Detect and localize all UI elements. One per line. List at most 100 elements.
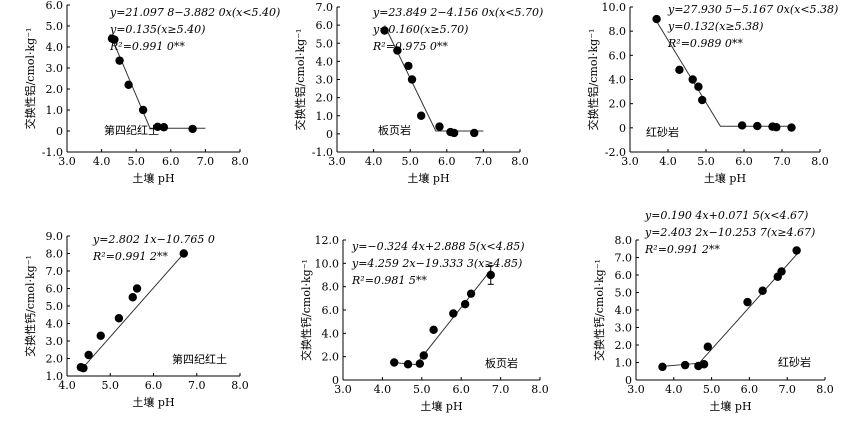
y-tick-label: 3.0 xyxy=(615,322,633,335)
fit-line xyxy=(79,253,185,372)
x-tick-label: 5.0 xyxy=(102,379,120,392)
data-point xyxy=(688,75,697,84)
regression-equation: y=4.259 2x−19.333 3(x≥4.85) xyxy=(351,257,522,270)
x-tick-label: 5.0 xyxy=(401,155,419,168)
y-tick-label: 9.0 xyxy=(46,230,64,243)
fit-line xyxy=(111,38,206,129)
y-tick-label: 8.0 xyxy=(322,281,340,294)
y-tick-label: 8.0 xyxy=(615,234,633,247)
x-tick-label: 8.0 xyxy=(511,155,529,168)
data-point xyxy=(699,360,709,369)
x-tick-label: 7.0 xyxy=(188,379,206,392)
x-tick-label: 8.0 xyxy=(811,155,829,168)
x-tick-label: 8.0 xyxy=(531,383,549,396)
data-point xyxy=(470,128,479,138)
y-tick-label: 4.0 xyxy=(46,41,64,54)
x-tick-label: 6.0 xyxy=(145,379,163,392)
data-point xyxy=(675,65,684,75)
x-tick-label: 4.0 xyxy=(365,155,383,168)
regression-equation: y=2.802 1x−10.765 0 xyxy=(92,233,215,246)
y-tick-label: 0 xyxy=(619,122,626,135)
regression-equation: y=27.930 5−5.167 0x(x<5.38) xyxy=(667,3,838,16)
data-point xyxy=(188,124,197,134)
x-tick-label: 5.0 xyxy=(697,155,715,168)
x-tick-label: 4.0 xyxy=(58,379,76,392)
y-tick-label: 2.0 xyxy=(46,83,64,96)
y-tick-label: 7.0 xyxy=(316,1,334,14)
x-tick-label: 7.0 xyxy=(475,155,493,168)
y-tick-label: 0 xyxy=(326,128,333,141)
data-point xyxy=(466,289,476,298)
y-tick-label: 1.0 xyxy=(46,370,64,383)
y-tick-label: 6.0 xyxy=(46,283,64,296)
y-tick-label: 2.0 xyxy=(46,353,64,366)
y-tick-label: 2.0 xyxy=(322,351,340,364)
data-point xyxy=(743,297,752,307)
data-point xyxy=(403,360,413,369)
data-point xyxy=(132,284,142,293)
data-point xyxy=(429,325,438,335)
y-tick-label: 4.0 xyxy=(316,55,334,68)
panel-label: 板页岩 xyxy=(378,123,411,137)
x-tick-label: 4.0 xyxy=(659,155,677,168)
data-point xyxy=(449,309,458,318)
data-point xyxy=(449,128,459,138)
y-tick-label: 6.0 xyxy=(615,269,633,282)
x-tick-label: 3.0 xyxy=(328,155,346,168)
y-tick-label: 0 xyxy=(625,374,632,387)
x-tick-label: 4.0 xyxy=(374,383,392,396)
panel-6-calcium-red-sandstone: 3.0 4.0 5.0 6.0 7.0 8.0 0 1.0 2.0 3.0 4.0 5.0 6.0 7.0… xyxy=(592,209,834,413)
y-axis-label: 交换性钙/cmol·kg⁻¹ xyxy=(592,259,606,361)
y-tick-label: 4.0 xyxy=(46,318,64,331)
regression-equation: y=23.849 2−4.156 0x(x<5.70) xyxy=(372,6,543,19)
x-tick-label: 4.0 xyxy=(93,155,111,168)
y-tick-label: 4.0 xyxy=(609,74,627,87)
regression-equation: y=2.403 2x−10.253 7(x≥4.67) xyxy=(644,226,815,239)
y-axis-label: 交换性铝/cmol·kg⁻¹ xyxy=(23,28,37,130)
regression-equation: y=0.135(x≥5.40) xyxy=(109,23,205,36)
regression-equation: y=21.097 8−3.882 0x(x<5.40) xyxy=(109,6,280,19)
y-tick-label: -1.0 xyxy=(312,146,333,159)
x-tick-label: 3.0 xyxy=(627,383,645,396)
panel-3-aluminum-red-sandstone: 3.0 4.0 5.0 6.0 7.0 8.0 -2.0 0 2.0 4.0 6.0 8.0 10.0 土… xyxy=(586,1,838,185)
panel-2-aluminum-slate-shale: 3.0 4.0 5.0 6.0 7.0 8.0 -1.0 0 1.0 2.0 3.0 4.0 5.0 6.… xyxy=(293,1,543,185)
panel-label: 第四纪红土 xyxy=(172,352,227,366)
data-point xyxy=(415,359,425,368)
y-tick-label: 6.0 xyxy=(46,0,64,12)
data-point xyxy=(777,267,786,276)
x-tick-label: 6.0 xyxy=(735,155,753,168)
data-point xyxy=(787,123,796,132)
y-tick-label: 5.0 xyxy=(46,300,64,313)
y-tick-label: 5.0 xyxy=(615,287,633,300)
fit-line xyxy=(384,25,484,132)
y-tick-label: 10.0 xyxy=(602,1,627,14)
x-axis-label: 土壤 pH xyxy=(132,395,174,409)
y-tick-label: 6.0 xyxy=(322,304,340,317)
x-tick-label: 3.0 xyxy=(334,383,352,396)
x-axis-label: 土壤 pH xyxy=(420,399,462,413)
data-point xyxy=(486,270,495,280)
panel-label: 板页岩 xyxy=(485,356,518,370)
regression-equation: R²=0.989 0** xyxy=(667,37,743,50)
data-point xyxy=(159,123,169,132)
data-point xyxy=(698,95,707,105)
regression-equation: R²=0.975 0** xyxy=(372,40,448,53)
x-tick-label: 8.0 xyxy=(231,379,249,392)
x-tick-label: 7.0 xyxy=(778,383,796,396)
regression-equation: y=0.190 4x+0.071 5(x<4.67) xyxy=(644,209,808,222)
data-point xyxy=(658,362,667,372)
data-point xyxy=(419,351,428,360)
y-tick-label: 1.0 xyxy=(615,357,633,370)
panel-4-calcium-quaternary-red-clay: 4.0 5.0 6.0 7.0 8.0 1.0 2.0 3.0 4.0 5.0 6.0 7.0 8.0 9… xyxy=(23,230,249,409)
x-tick-label: 7.0 xyxy=(492,383,510,396)
regression-equation: y=0.132(x≥5.38) xyxy=(667,20,763,33)
regression-equation: R²=0.991 2** xyxy=(92,250,168,263)
x-tick-label: 8.0 xyxy=(816,383,834,396)
data-point xyxy=(110,35,119,44)
y-tick-label: 10.0 xyxy=(315,257,340,270)
y-tick-label: 2.0 xyxy=(316,92,334,105)
data-point xyxy=(393,46,402,55)
panel-label: 第四纪红土 xyxy=(104,123,159,137)
data-point xyxy=(792,246,801,255)
data-point xyxy=(138,105,148,115)
